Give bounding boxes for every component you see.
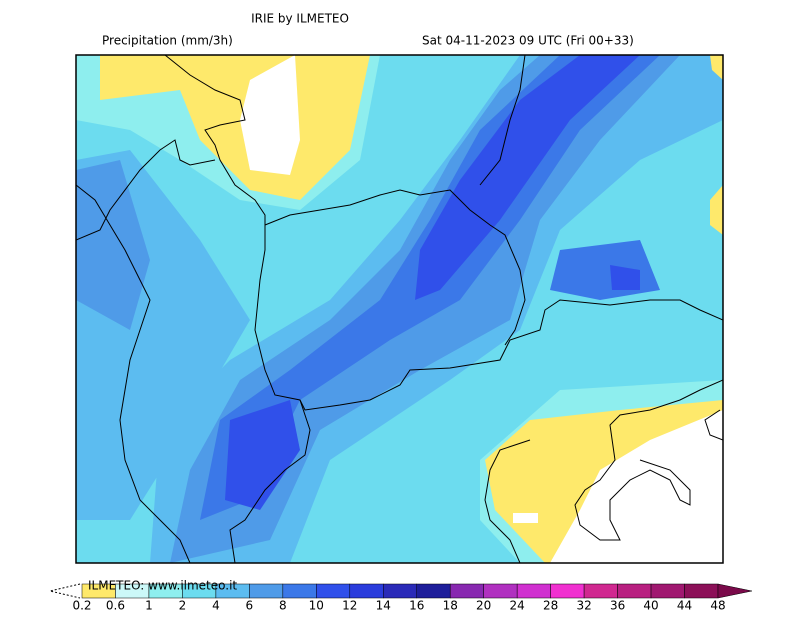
colorbar-swatch [516,583,551,599]
colorbar-label: 8 [279,599,287,613]
colorbar [49,583,81,599]
colorbar-swatch [550,583,585,599]
colorbar-swatch [416,583,451,599]
colorbar-swatch [282,583,317,599]
colorbar-swatch [249,583,284,599]
colorbar-label: 16 [409,599,424,613]
colorbar-label: 0.6 [106,599,125,613]
map [75,54,724,564]
colorbar-label: 40 [643,599,658,613]
colorbar-swatch [349,583,384,599]
colorbar-swatch [383,583,417,599]
colorbar-label: 0.2 [72,599,91,613]
colorbar-label: 10 [309,599,324,613]
colorbar-swatch [684,583,719,599]
colorbar-swatch [617,583,652,599]
colorbar-label: 18 [443,599,458,613]
colorbar-swatch [583,583,618,599]
credit: ILMETEO: www.ilmeteo.it [88,579,237,593]
colorbar-label: 24 [510,599,525,613]
colorbar-label: 12 [342,599,357,613]
colorbar-label: 1 [145,599,153,613]
colorbar-swatch [449,583,484,599]
colorbar-label: 28 [543,599,558,613]
colorbar-swatch [316,583,351,599]
colorbar-label: 44 [677,599,692,613]
colorbar-label: 48 [710,599,725,613]
variable-label: Precipitation (mm/3h) [102,34,233,48]
colorbar-label: 2 [179,599,187,613]
colorbar-swatch [650,583,685,599]
colorbar-label: 4 [212,599,220,613]
map-frame [75,54,724,564]
colorbar-label: 20 [476,599,491,613]
colorbar-over-arrow [717,583,753,599]
colorbar-swatch [483,583,518,599]
colorbar-under-arrow [49,583,81,599]
colorbar-label: 6 [246,599,254,613]
title: IRIE by ILMETEO [251,12,349,26]
colorbar-label: 36 [610,599,625,613]
colorbar-label: 32 [576,599,591,613]
colorbar-label: 14 [376,599,391,613]
valid-time: Sat 04-11-2023 09 UTC (Fri 00+33) [422,34,634,48]
